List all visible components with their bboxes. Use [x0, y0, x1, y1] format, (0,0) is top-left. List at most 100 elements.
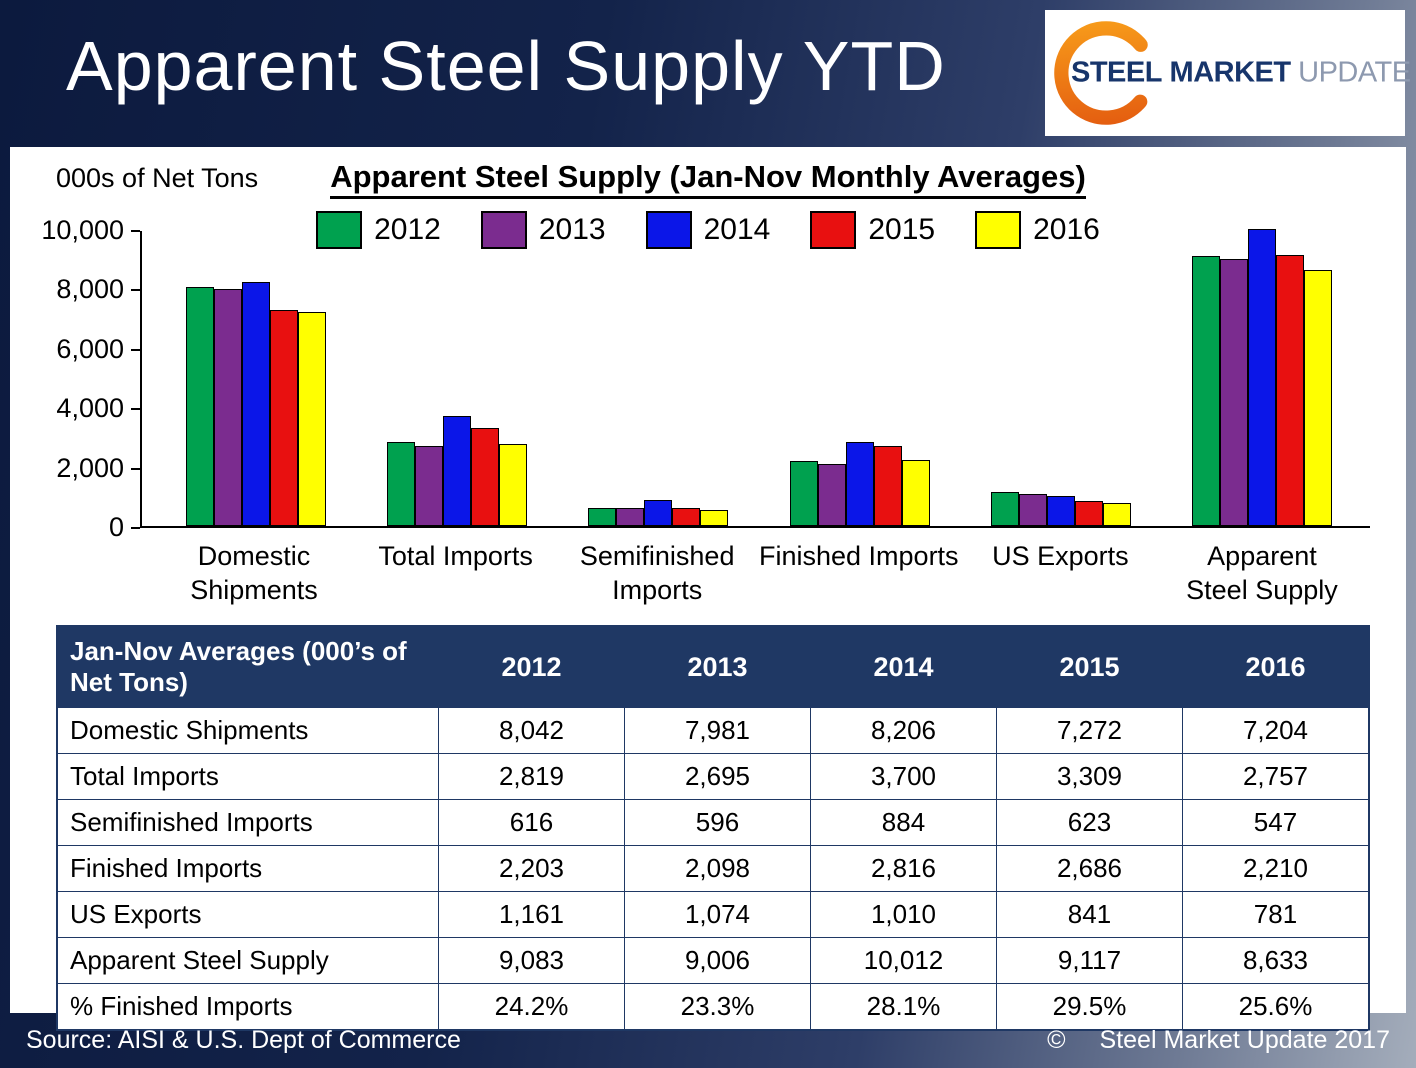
cell-value: 8,042	[438, 707, 625, 754]
cell-value: 2,757	[1182, 753, 1370, 800]
cell-value: 2,098	[624, 845, 811, 892]
bar-2012	[990, 491, 1019, 526]
bar-2015	[1275, 255, 1304, 526]
bar-2014	[443, 416, 472, 526]
bar-group	[760, 231, 960, 526]
cell-value: 25.6%	[1182, 983, 1370, 1031]
bar-2016	[499, 444, 528, 526]
row-label: Semifinished Imports	[56, 799, 439, 846]
cell-value: 7,272	[996, 707, 1183, 754]
y-tick-mark	[131, 527, 140, 529]
legend-item: 2013	[480, 211, 606, 249]
bar-2016	[901, 460, 930, 526]
logo-word-steel: STEEL	[1071, 56, 1162, 89]
legend-swatch	[975, 211, 1022, 249]
logo-word-market: MARKET	[1169, 56, 1292, 89]
bar-2016	[1102, 502, 1131, 526]
cell-value: 24.2%	[438, 983, 625, 1031]
table-head: Jan-Nov Averages (000’s of Net Tons) 2012…	[56, 625, 1370, 708]
bar-2012	[789, 460, 818, 526]
cell-value: 623	[996, 799, 1183, 846]
y-tick-label: 10,000	[41, 215, 124, 245]
bar-2013	[1018, 494, 1047, 526]
table-row: Semifinished Imports 616 596 884 623 547	[56, 799, 1370, 846]
cell-value: 2,695	[624, 753, 811, 800]
legend-swatch	[316, 211, 363, 249]
legend-item: 2012	[316, 211, 441, 249]
cell-value: 1,010	[810, 891, 997, 938]
bar-2016	[298, 312, 326, 526]
table-header-year: 2013	[624, 625, 811, 708]
row-label: Domestic Shipments	[56, 707, 439, 754]
bar-group	[357, 231, 557, 526]
y-tick-label: 4,000	[56, 393, 124, 424]
copyright: © Steel Market Update 2017	[1047, 1026, 1390, 1055]
legend-swatch	[810, 211, 857, 249]
bar-group	[558, 231, 758, 526]
category-label: Finished Imports	[758, 541, 959, 571]
bar-2012	[186, 287, 214, 526]
smu-logo: STEEL MARKET UPDATE	[1045, 10, 1411, 136]
bar-group	[1162, 228, 1362, 526]
cell-value: 28.1%	[810, 983, 997, 1031]
bar-2013	[1219, 258, 1248, 526]
y-tick-mark	[131, 348, 140, 351]
bar-2015	[270, 310, 298, 526]
plot-area: 10,000 8,000 6,000 4,000 2,000 0	[41, 215, 1370, 542]
y-tick-mark	[131, 230, 140, 232]
cell-value: 3,309	[996, 753, 1183, 800]
bar-group	[961, 231, 1161, 526]
page-title: Apparent Steel Supply YTD	[66, 27, 946, 105]
bar-2014	[644, 499, 673, 526]
legend-label: 2015	[868, 213, 936, 246]
legend-item: 2016	[975, 211, 1100, 249]
cell-value: 596	[624, 799, 811, 846]
cell-value: 616	[438, 799, 625, 846]
copyright-text: Steel Market Update 2017	[1099, 1026, 1390, 1054]
table-body: Domestic Shipments 8,042 7,981 8,206 7,272 7,…	[56, 707, 1370, 1031]
row-label: Finished Imports	[56, 845, 439, 892]
legend-label: 2016	[1033, 213, 1100, 246]
legend-swatch	[480, 211, 527, 249]
category-label: Total Imports	[378, 541, 533, 571]
row-label: % Finished Imports	[56, 983, 439, 1031]
content-panel: 000s of Net Tons Apparent Steel Supply (…	[10, 147, 1406, 1031]
y-tick-label: 0	[108, 512, 124, 542]
bar-2015	[672, 507, 701, 526]
legend-item: 2014	[645, 211, 770, 249]
legend-label: 2013	[538, 213, 606, 246]
source-text: Source: AISI & U.S. Dept of Commerce	[26, 1026, 461, 1054]
cell-value: 2,210	[1182, 845, 1370, 892]
chart-legend: 2012 2013 2014 2015 2016	[10, 211, 1406, 249]
row-label: Apparent Steel Supply	[56, 937, 439, 984]
cell-value: 841	[996, 891, 1183, 938]
bar-2014	[845, 442, 874, 526]
bar-group	[156, 231, 356, 526]
cell-value: 8,633	[1182, 937, 1370, 984]
y-tick-mark	[131, 289, 140, 292]
bar-2014	[1046, 496, 1075, 526]
bar-2013	[616, 508, 645, 526]
bar-2013	[214, 288, 242, 526]
cell-value: 23.3%	[624, 983, 811, 1031]
cell-value: 781	[1182, 891, 1370, 938]
cell-value: 1,074	[624, 891, 811, 938]
bar-2016	[1303, 269, 1332, 526]
data-table: Jan-Nov Averages (000’s of Net Tons) 2012…	[56, 625, 1370, 1031]
y-tick-label: 2,000	[56, 452, 124, 483]
cell-value: 2,816	[810, 845, 997, 892]
table-header-year: 2014	[810, 625, 997, 708]
legend-swatch	[645, 211, 692, 249]
bar-2015	[471, 427, 500, 526]
cell-value: 2,819	[438, 753, 625, 800]
cell-value: 9,006	[624, 937, 811, 984]
y-axis-units-label: 000s of Net Tons	[56, 163, 259, 193]
category-label: Domestic Shipments	[190, 541, 318, 605]
cell-value: 547	[1182, 799, 1370, 846]
table-header-year: 2016	[1182, 625, 1370, 708]
copyright-symbol: ©	[1047, 1026, 1066, 1054]
table-header-label: Jan-Nov Averages (000’s of Net Tons)	[56, 625, 439, 708]
cell-value: 9,117	[996, 937, 1183, 984]
cell-value: 1,161	[438, 891, 625, 938]
logo-swoosh-icon	[1054, 21, 1158, 125]
